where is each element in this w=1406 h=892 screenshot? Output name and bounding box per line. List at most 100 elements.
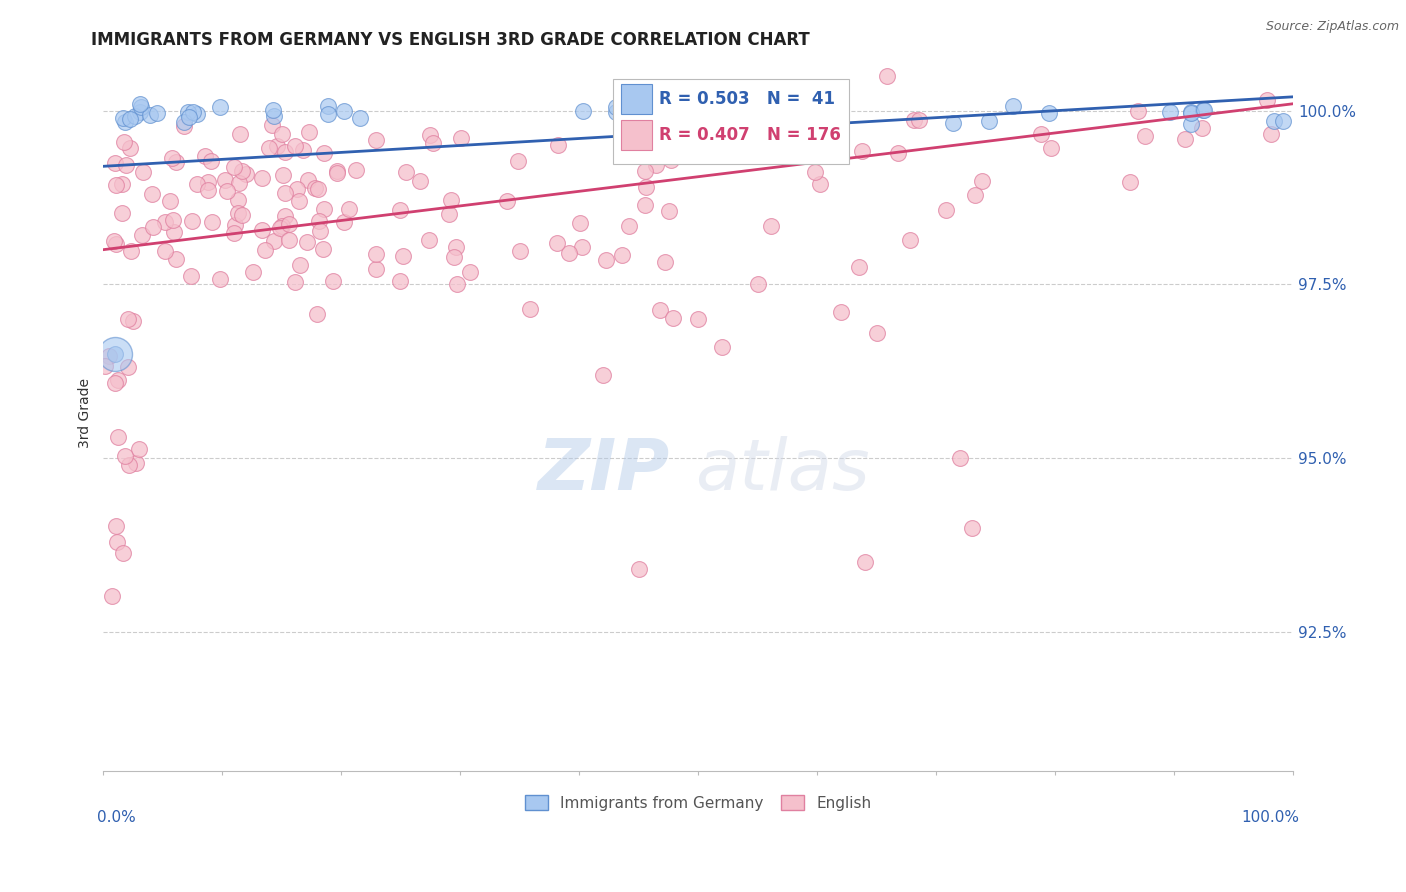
Point xyxy=(128,442,150,457)
Point xyxy=(546,236,568,251)
Point xyxy=(605,104,627,119)
Point xyxy=(333,215,356,229)
Point xyxy=(105,535,128,549)
Point xyxy=(935,203,957,218)
Point xyxy=(773,102,796,116)
Point xyxy=(235,168,257,182)
Point xyxy=(439,194,461,208)
Point xyxy=(446,277,468,291)
Point xyxy=(274,186,297,200)
Point xyxy=(128,97,150,112)
Point xyxy=(163,225,186,239)
Point xyxy=(124,109,146,123)
Point xyxy=(887,145,910,160)
Point xyxy=(395,165,418,179)
Point xyxy=(1038,105,1060,120)
Point xyxy=(337,202,360,217)
Point xyxy=(103,234,125,248)
Text: 100.0%: 100.0% xyxy=(1241,810,1299,825)
Point xyxy=(419,128,441,142)
Point xyxy=(422,136,444,151)
Point xyxy=(610,248,633,262)
Point xyxy=(389,274,412,288)
Point xyxy=(661,153,683,167)
Point xyxy=(853,555,876,569)
Point xyxy=(941,115,963,129)
Point xyxy=(519,301,541,316)
Point xyxy=(307,181,329,195)
Point xyxy=(180,214,202,228)
Point xyxy=(307,307,329,321)
Point xyxy=(364,247,387,261)
Point xyxy=(214,172,236,186)
Point xyxy=(965,188,987,202)
Point xyxy=(285,182,308,196)
Point xyxy=(326,164,349,178)
Point xyxy=(97,349,120,363)
Text: ZIP: ZIP xyxy=(537,435,669,505)
Point xyxy=(547,137,569,152)
Text: R = 0.503   N =  41: R = 0.503 N = 41 xyxy=(659,90,835,108)
Point xyxy=(509,244,531,259)
Point xyxy=(201,215,224,229)
Point xyxy=(217,185,239,199)
Point xyxy=(1159,105,1181,120)
Point xyxy=(763,116,786,130)
Point xyxy=(94,359,117,374)
Point xyxy=(1180,106,1202,120)
Point xyxy=(153,215,176,229)
Point xyxy=(508,154,530,169)
Point xyxy=(648,303,671,318)
Point xyxy=(409,174,432,188)
Point xyxy=(688,312,710,326)
Point xyxy=(107,373,129,387)
Legend: Immigrants from Germany, English: Immigrants from Germany, English xyxy=(519,789,877,817)
Point xyxy=(114,115,136,129)
Point xyxy=(595,252,617,267)
Point xyxy=(160,151,183,165)
Point xyxy=(318,99,340,113)
Point xyxy=(349,112,371,126)
Point xyxy=(949,451,972,466)
Point xyxy=(304,181,326,195)
Point xyxy=(495,194,517,208)
Point xyxy=(117,458,139,472)
Point xyxy=(865,326,887,340)
Point xyxy=(120,244,142,259)
Point xyxy=(141,186,163,201)
Point xyxy=(129,99,152,113)
Point xyxy=(645,158,668,172)
Point xyxy=(145,106,167,120)
Point xyxy=(1174,132,1197,146)
Point xyxy=(104,376,127,391)
Point xyxy=(122,314,145,328)
Point xyxy=(389,202,412,217)
Point xyxy=(277,233,299,247)
Point xyxy=(222,226,245,240)
Point xyxy=(262,103,284,118)
Point xyxy=(208,272,231,286)
Point xyxy=(450,130,472,145)
Point xyxy=(104,178,127,192)
Point xyxy=(876,69,898,83)
Point xyxy=(131,227,153,242)
Point xyxy=(173,115,195,129)
Point xyxy=(181,105,204,120)
Point xyxy=(269,221,291,235)
Point xyxy=(972,174,994,188)
Text: IMMIGRANTS FROM GERMANY VS ENGLISH 3RD GRADE CORRELATION CHART: IMMIGRANTS FROM GERMANY VS ENGLISH 3RD G… xyxy=(91,31,810,49)
Point xyxy=(107,429,129,443)
Point xyxy=(274,145,297,160)
Point xyxy=(308,214,330,228)
Point xyxy=(295,235,318,249)
Point xyxy=(104,156,127,170)
Point xyxy=(288,194,311,208)
Point xyxy=(439,207,461,221)
Point xyxy=(271,169,294,183)
Point xyxy=(105,518,128,533)
Point xyxy=(623,132,645,146)
Point xyxy=(851,144,873,158)
Point xyxy=(177,111,200,125)
Y-axis label: 3rd Grade: 3rd Grade xyxy=(79,378,93,448)
Point xyxy=(908,112,931,127)
